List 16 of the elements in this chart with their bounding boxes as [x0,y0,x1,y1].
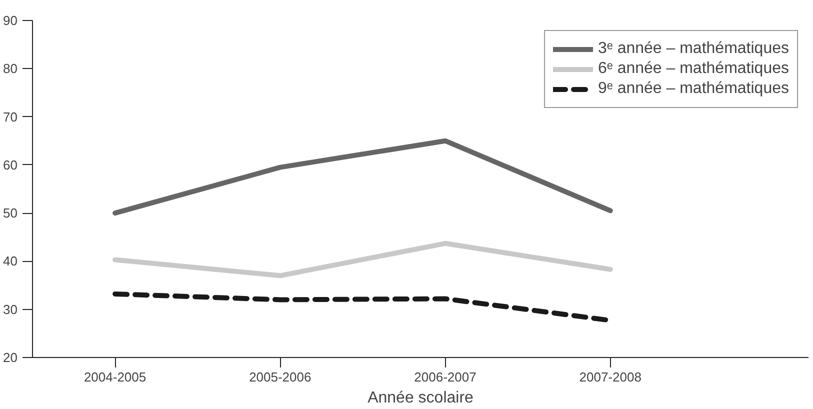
x-tick-label: 2006-2007 [414,370,476,384]
y-tick-label: 50 [3,206,18,221]
x-axis-title: Année scolaire [368,390,474,406]
y-tick-label: 60 [3,157,18,172]
legend-label: 3ᵉ année – mathématiques [598,39,789,59]
y-tick-label: 30 [3,302,18,317]
legend-label: 6ᵉ année – mathématiques [598,59,789,79]
y-tick-label: 80 [3,61,18,76]
legend-label: 9ᵉ année – mathématiques [598,79,789,99]
x-tick-label: 2004-2005 [84,370,146,384]
y-tick-label: 70 [3,109,18,124]
x-tick-label: 2007-2008 [579,370,642,384]
y-tick-label: 90 [3,13,18,28]
y-tick-label: 40 [3,254,18,269]
x-tick-label: 2005-2006 [249,370,312,384]
y-tick-label: 20 [3,350,18,365]
